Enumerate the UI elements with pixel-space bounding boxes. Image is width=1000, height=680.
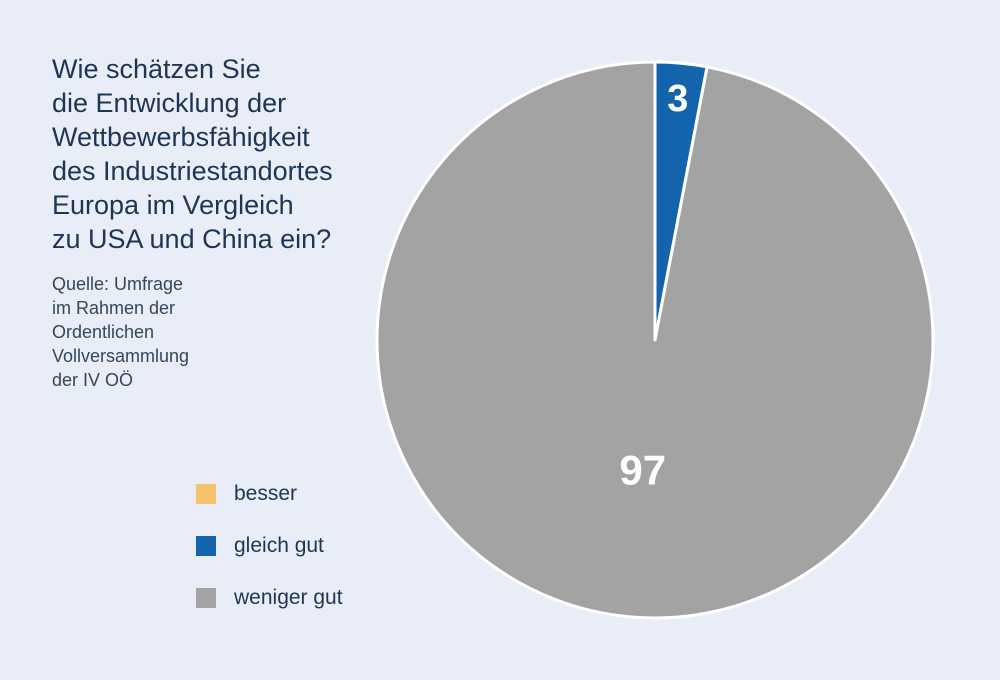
legend-item-gleich-gut: gleich gut (196, 532, 343, 560)
chart-title-line: des Industriestandortes (52, 156, 333, 186)
chart-title-line: zu USA und China ein? (52, 224, 332, 254)
source-note-line: Vollversammlung (52, 346, 190, 366)
legend-label: besser (234, 482, 298, 505)
chart-title-line: die Entwicklung der (52, 88, 287, 118)
chart-title: Wie schätzen Sie die Entwicklung der Wet… (52, 52, 372, 256)
data-label-gleich-gut: 3 (667, 78, 688, 120)
legend-swatch (196, 588, 216, 608)
source-note-line: Quelle: Umfrage (52, 274, 184, 294)
pie-slice-weniger-gut (375, 60, 935, 620)
legend-label: weniger gut (234, 586, 343, 609)
legend-item-besser: besser (196, 480, 343, 508)
chart-title-line: Europa im Vergleich (52, 190, 294, 220)
chart-title-line: Wie schätzen Sie (52, 54, 261, 84)
chart-title-line: Wettbewerbsfähigkeit (52, 122, 310, 152)
legend-swatch (196, 484, 216, 504)
source-note-line: der IV OÖ (52, 370, 134, 390)
data-label-weniger-gut: 97 (619, 447, 666, 494)
legend-swatch (196, 536, 216, 556)
source-note: Quelle: Umfrage im Rahmen der Ordentlich… (52, 272, 272, 392)
legend-label: gleich gut (234, 534, 324, 557)
source-note-line: im Rahmen der (52, 298, 176, 318)
legend-item-weniger-gut: weniger gut (196, 584, 343, 612)
legend: besser gleich gut weniger gut (196, 480, 343, 636)
source-note-line: Ordentlichen (52, 322, 155, 342)
